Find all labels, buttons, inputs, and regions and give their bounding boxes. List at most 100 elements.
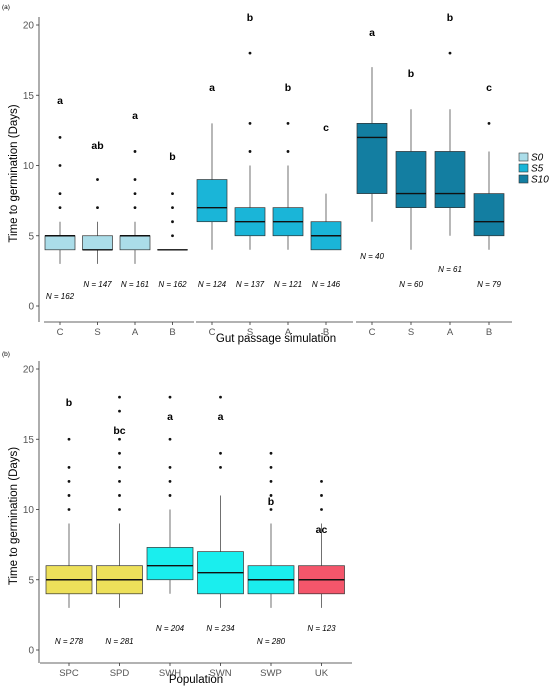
outlier-point <box>67 508 71 511</box>
x-tick-label: SWN <box>209 668 231 679</box>
significance-letter: b <box>285 82 291 94</box>
x-tick-label: SPD <box>110 668 130 679</box>
outlier-point <box>286 150 290 153</box>
significance-letter: b <box>66 397 72 409</box>
x-tick-label: UK <box>315 668 329 679</box>
outlier-point <box>168 395 172 399</box>
x-tick-label: SPC <box>59 668 79 679</box>
x-axis-title: Population <box>169 674 223 686</box>
significance-letter: b <box>408 68 414 80</box>
outlier-point <box>286 121 290 125</box>
sample-size-label: N = 204 <box>156 624 185 633</box>
sample-size-label: N = 61 <box>438 265 462 274</box>
box <box>196 179 228 223</box>
x-tick-label: S <box>408 327 414 338</box>
y-tick-label: 10 <box>23 505 35 516</box>
outlier-point <box>171 220 174 224</box>
y-tick-label: 5 <box>28 231 34 242</box>
outlier-point <box>219 395 222 399</box>
outlier-point <box>171 192 174 196</box>
outlier-point <box>171 234 174 238</box>
outlier-point <box>58 192 62 196</box>
y-tick-label: 20 <box>23 365 35 376</box>
outlier-point <box>219 465 222 469</box>
sample-size-label: N = 121 <box>274 280 302 289</box>
outlier-point <box>96 206 99 210</box>
legend-label: S5 <box>531 164 544 175</box>
y-axis-title: Time to germination (Days) <box>8 447 20 585</box>
x-tick-label: S <box>94 327 100 338</box>
outlier-point <box>118 465 121 469</box>
outlier-point <box>58 164 62 167</box>
y-axis-title: Time to germination (Days) <box>8 104 20 242</box>
panel-a: (a) 0 5 10 15 20 Time to germination (Days) Gut… <box>2 4 549 345</box>
outlier-point <box>118 395 121 399</box>
y-tick-label: 20 <box>23 21 35 32</box>
significance-letter: a <box>167 411 173 423</box>
outlier-point <box>168 437 172 441</box>
outlier-point <box>133 206 137 210</box>
significance-letter: a <box>132 110 138 122</box>
y-tick-label: 15 <box>23 91 35 102</box>
box <box>82 235 113 251</box>
outlier-point <box>219 451 222 455</box>
y-tick-label: 0 <box>28 646 34 657</box>
legend-label: S10 <box>531 175 549 186</box>
outlier-point <box>487 121 491 125</box>
outlier-point <box>96 178 99 181</box>
sample-size-label: N = 162 <box>46 292 75 301</box>
y-tick-label: 10 <box>23 161 35 172</box>
panel-label: (a) <box>2 4 10 11</box>
outlier-point <box>269 465 273 469</box>
box <box>434 151 466 208</box>
outlier-point <box>118 494 121 497</box>
outlier-point <box>118 480 121 483</box>
outlier-point <box>269 494 273 497</box>
x-tick-label: A <box>285 327 292 338</box>
sample-size-label: N = 161 <box>121 280 149 289</box>
significance-letter: c <box>323 122 329 134</box>
x-tick-label: B <box>323 327 329 338</box>
significance-letter: a <box>209 82 215 94</box>
sample-size-label: N = 79 <box>477 280 501 289</box>
x-tick-label: SWH <box>159 668 181 679</box>
outlier-point <box>58 136 62 139</box>
significance-letter: a <box>57 95 63 107</box>
box <box>473 193 505 237</box>
outlier-point <box>58 206 62 210</box>
significance-letter: b <box>247 12 253 24</box>
outlier-point <box>168 480 172 483</box>
box <box>356 122 388 194</box>
x-tick-label: SWP <box>260 668 282 679</box>
x-tick-label: B <box>486 327 492 338</box>
outlier-point <box>269 451 273 455</box>
y-tick-label: 5 <box>28 575 34 586</box>
outlier-point <box>320 494 323 497</box>
outlier-point <box>248 51 252 55</box>
x-tick-label: C <box>209 327 216 338</box>
box <box>44 235 76 251</box>
y-tick-label: 0 <box>28 302 34 313</box>
x-tick-label: B <box>169 327 175 338</box>
outlier-point <box>269 508 273 511</box>
sample-size-label: N = 278 <box>55 637 84 646</box>
box <box>395 151 427 208</box>
box <box>119 235 151 251</box>
sample-size-label: N = 162 <box>158 280 187 289</box>
outlier-point <box>320 508 323 511</box>
outlier-point <box>269 480 273 483</box>
outlier-point <box>118 451 121 455</box>
significance-letter: c <box>486 82 492 94</box>
outlier-point <box>248 121 252 125</box>
outlier-point <box>448 51 452 55</box>
x-tick-label: A <box>132 327 139 338</box>
sample-size-label: N = 123 <box>307 624 336 633</box>
significance-letter: bc <box>113 425 125 437</box>
panel-label: (b) <box>2 351 10 358</box>
significance-letter: b <box>169 151 175 163</box>
significance-letter: ac <box>316 524 328 536</box>
significance-letter: a <box>369 27 375 39</box>
x-tick-label: C <box>369 327 376 338</box>
